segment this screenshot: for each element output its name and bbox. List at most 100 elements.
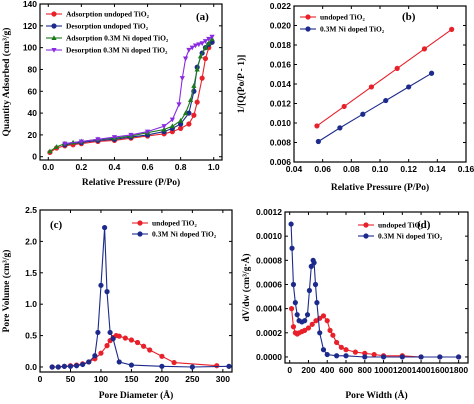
x-tick-label: 1.0 bbox=[208, 162, 220, 172]
x-tick-label: 1600 bbox=[430, 365, 449, 375]
data-point bbox=[360, 111, 366, 117]
data-point bbox=[334, 339, 340, 346]
y-tick-label: 0.022 bbox=[270, 1, 292, 11]
data-point bbox=[169, 117, 175, 123]
x-tick-label: 200 bbox=[155, 374, 169, 384]
data-point bbox=[95, 137, 101, 143]
x-tick-label: 0.16 bbox=[458, 164, 474, 174]
data-point bbox=[338, 344, 344, 350]
data-point bbox=[189, 45, 195, 51]
data-point bbox=[429, 70, 435, 76]
data-point bbox=[107, 329, 113, 336]
data-point bbox=[53, 144, 60, 149]
y-tick-label: 1.0 bbox=[25, 299, 37, 309]
y-tick-label: 80 bbox=[28, 64, 38, 74]
y-axis-label: dV/dw (cm³/g·Å) bbox=[240, 253, 252, 321]
legend-entry: Adsorption 0.3M Ni doped TiO₂ bbox=[66, 34, 169, 43]
y-tick-label: 2.5 bbox=[25, 205, 37, 215]
chart-panel-1: 0.0 0.2 0.4 0.6 0.8 1.0 0 20 40 60 80 100 120 140 Rela… bbox=[1, 0, 223, 188]
x-tick-label: 300 bbox=[216, 374, 230, 384]
y-axis-label: Quantity Adsorbed (cm³/g) bbox=[1, 28, 12, 137]
data-point bbox=[86, 359, 92, 365]
x-tick-label: 0.6 bbox=[142, 162, 154, 172]
x-tick-label: 400 bbox=[320, 365, 334, 375]
data-point bbox=[176, 102, 182, 108]
data-point bbox=[67, 363, 74, 369]
data-point bbox=[186, 121, 192, 127]
legend: undoped TiO₂ 0.3M Ni doped TiO₂ bbox=[358, 221, 443, 241]
x-tick-label: 0 bbox=[287, 365, 292, 375]
legend-marker bbox=[363, 222, 369, 228]
series-2 bbox=[315, 70, 435, 145]
y-tick-label: 120 bbox=[23, 21, 37, 31]
data-point bbox=[147, 347, 153, 353]
data-point bbox=[309, 321, 315, 327]
x-tick-label: 200 bbox=[301, 365, 315, 375]
x-axis-label: Pore Diameter (Å) bbox=[99, 389, 174, 401]
x-tick-label: 150 bbox=[124, 374, 138, 384]
data-point bbox=[202, 39, 209, 44]
data-point bbox=[62, 141, 68, 147]
y-tick-label: 1.5 bbox=[25, 268, 37, 278]
data-point bbox=[290, 281, 297, 288]
x-tick-label: 1000 bbox=[374, 365, 393, 375]
data-point bbox=[178, 125, 184, 131]
data-point bbox=[343, 347, 349, 353]
data-point bbox=[116, 359, 122, 365]
data-point bbox=[337, 125, 343, 131]
data-point bbox=[95, 329, 101, 336]
chart-panel-3: 0 50 100 150 200 250 300 0.0 0.5 1.0 1.5 2.0 2.5 Pore… bbox=[1, 205, 233, 401]
x-tick-label: 0.14 bbox=[429, 164, 446, 174]
chart-panel-2: 0.04 0.06 0.08 0.10 0.12 0.14 0.16 0.006 0.008 0.… bbox=[236, 1, 474, 193]
y-tick-label: 140 bbox=[23, 0, 37, 9]
data-point bbox=[362, 354, 368, 360]
y-tick-label: 0.0002 bbox=[256, 328, 282, 338]
legend-entry: Desorption undoped TiO₂ bbox=[66, 22, 149, 31]
y-tick-label: 0.014 bbox=[270, 79, 292, 89]
data-point bbox=[380, 354, 387, 360]
data-point bbox=[306, 287, 313, 294]
data-point bbox=[98, 350, 104, 356]
data-point bbox=[312, 281, 319, 288]
data-point bbox=[78, 139, 84, 145]
data-point bbox=[102, 224, 108, 231]
data-point bbox=[159, 363, 165, 369]
data-point bbox=[314, 300, 320, 306]
data-point bbox=[197, 53, 204, 59]
series-line bbox=[290, 224, 459, 358]
panel-tag: (d) bbox=[417, 219, 431, 231]
chart-panel-4: 0 200 400 600 800 1000 1200 1400 1600 1800 0.0000 0… bbox=[240, 207, 469, 401]
legend-marker bbox=[363, 233, 369, 239]
data-point bbox=[371, 351, 377, 358]
data-point bbox=[399, 354, 405, 360]
data-point bbox=[324, 351, 330, 358]
data-point bbox=[183, 110, 189, 116]
data-point bbox=[324, 318, 330, 324]
panel-tag: (c) bbox=[50, 219, 63, 231]
legend: undoped TiO₂ 0.3M Ni doped TiO₂ bbox=[300, 13, 385, 34]
y-tick-label: 60 bbox=[28, 86, 38, 96]
data-point bbox=[320, 313, 327, 319]
y-tick-label: 0.008 bbox=[270, 138, 292, 148]
legend-entry: 0.3M Ni doped TiO₂ bbox=[378, 232, 443, 241]
data-point bbox=[128, 132, 134, 138]
y-axis-label: Pore Volume (cm³/g) bbox=[1, 250, 12, 333]
data-point bbox=[104, 343, 110, 349]
plot-frame bbox=[39, 3, 223, 161]
x-tick-label: 0.04 bbox=[286, 164, 303, 174]
legend-entry: undoped TiO₂ bbox=[378, 221, 423, 230]
x-tick-label: 0.08 bbox=[343, 164, 360, 174]
data-point bbox=[288, 221, 294, 227]
x-tick-label: 0.4 bbox=[109, 162, 121, 172]
series-line bbox=[52, 227, 230, 368]
data-point bbox=[352, 349, 358, 355]
data-point bbox=[418, 354, 424, 360]
data-point bbox=[111, 135, 118, 140]
x-tick-label: 100 bbox=[94, 374, 108, 384]
data-point bbox=[199, 75, 205, 81]
legend-marker bbox=[137, 231, 143, 237]
x-tick-label: 600 bbox=[339, 365, 353, 375]
data-point bbox=[47, 148, 53, 154]
legend-marker bbox=[51, 23, 57, 29]
legend-marker bbox=[305, 14, 311, 20]
